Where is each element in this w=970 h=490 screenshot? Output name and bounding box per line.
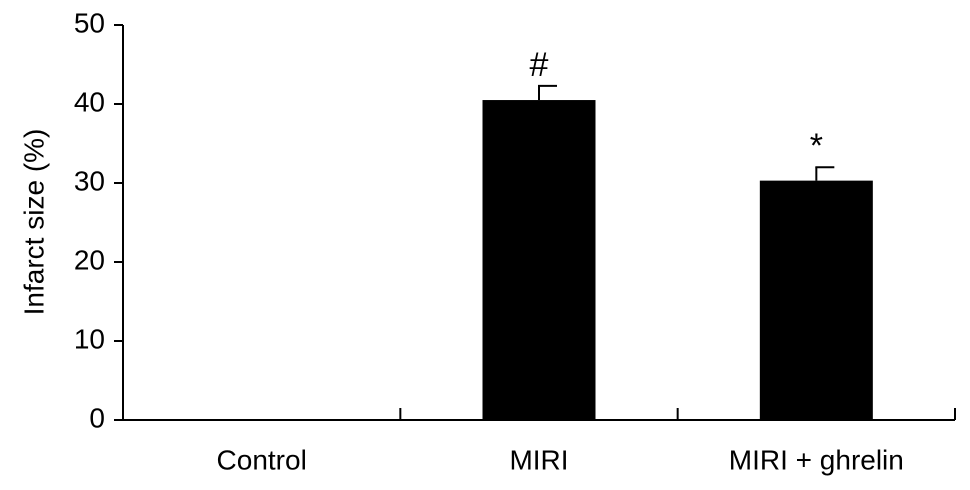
bar — [482, 100, 596, 421]
error-bar — [815, 166, 835, 181]
y-tick-label: 0 — [89, 402, 105, 433]
error-bar — [538, 84, 557, 101]
annotation: # — [530, 46, 549, 84]
y-tick-label: 50 — [74, 7, 105, 38]
x-tick-label: MIRI — [509, 444, 568, 475]
y-tick-label: 20 — [74, 244, 105, 275]
y-tick-label: 40 — [74, 86, 105, 117]
annotation: * — [810, 127, 823, 165]
bar — [759, 180, 873, 420]
x-tick-label: Control — [217, 444, 307, 475]
y-tick-label: 30 — [74, 165, 105, 196]
x-tick-label: MIRI + ghrelin — [729, 444, 904, 475]
y-axis-label: Infarct size (%) — [18, 129, 49, 316]
y-tick-label: 10 — [74, 323, 105, 354]
